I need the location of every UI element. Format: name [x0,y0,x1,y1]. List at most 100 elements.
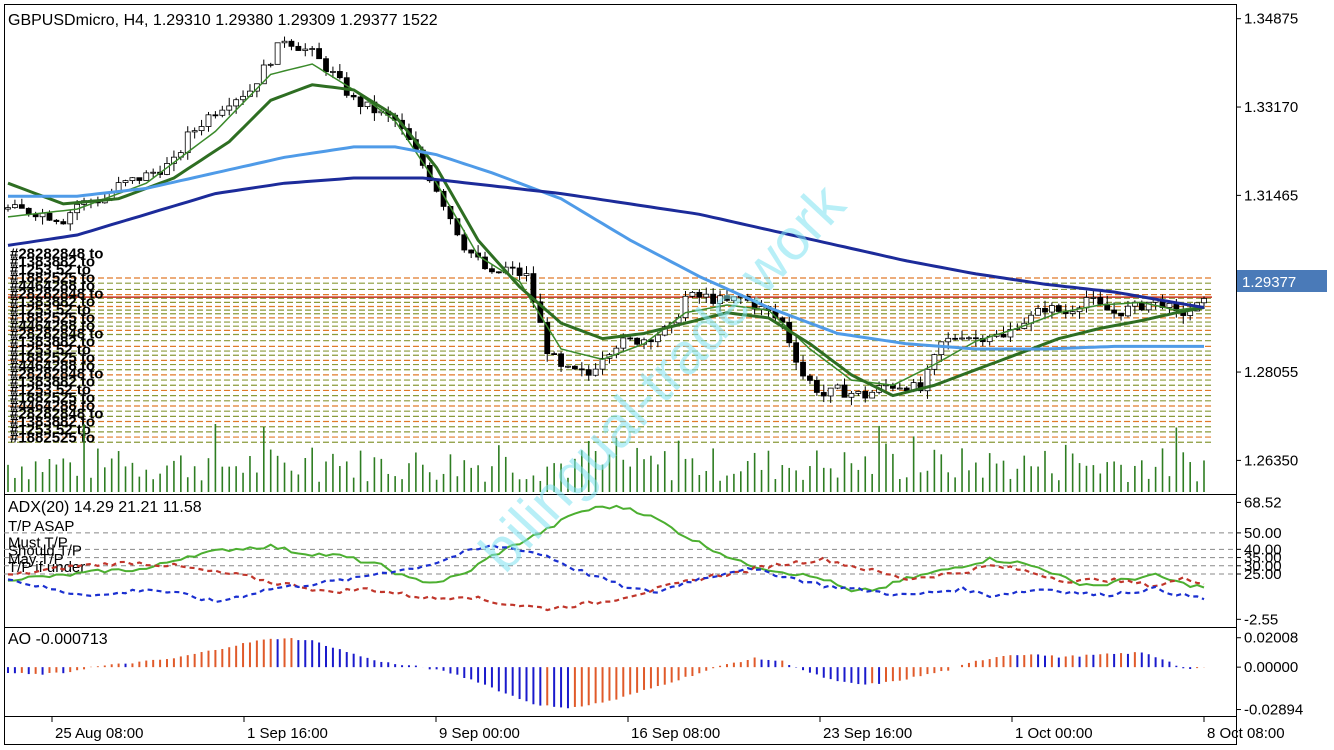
level-label: #1383882 to [10,253,95,270]
candle-bear [516,267,523,276]
level-label: #1882525 to [10,349,95,366]
candle-bear [295,45,302,51]
level-label: #28282848 to [10,285,103,302]
candle-bear [53,219,60,222]
candle-bull [689,291,696,297]
candle-bull [226,105,233,111]
candle-bear [1111,309,1118,314]
candle-bear [972,337,979,340]
candle-bear [495,271,502,274]
level-label: #1882525 to [10,269,95,286]
level-label: #28282848 to [10,245,103,262]
price-tick-label: 1.31465 [1244,187,1298,204]
candle-bull [330,71,336,73]
candle-bear [468,249,475,254]
candle-bear [482,256,488,270]
candle-bull [959,337,965,340]
candle-bull [1083,297,1090,309]
ao-tick-label: 0.00000 [1244,659,1298,676]
candle-bear [46,212,53,221]
candle-bull [1035,308,1041,316]
candle-bear [634,337,641,345]
candle-bear [724,295,730,301]
candle-bull [1090,297,1097,299]
level-label: #28282848 to [10,405,103,422]
adx-pane-title: ADX(20) 14.29 21.21 11.58 [8,499,202,516]
level-label: #28282848 to [10,325,103,342]
level-label: #4464288 to [10,277,95,294]
adx-tick-label: -2.55 [1244,611,1278,628]
candle-bear [696,291,703,298]
level-label: #1383882 to [10,333,95,350]
price-tick-label: 1.34875 [1244,11,1298,28]
level-label: #1882525 to [10,429,95,446]
candle-bull [599,357,606,370]
candle-bull [834,384,841,389]
candle-bear [800,361,806,377]
candle-bull [143,172,150,181]
level-label: #1383882 to [10,373,95,390]
candle-bear [820,392,827,397]
candle-bear [212,114,219,117]
time-tick-label: 1 Sep 16:00 [247,725,328,742]
candle-bear [558,353,564,367]
price-axis: 1.348751.331701.314651.297601.280551.263… [1236,11,1298,469]
candle-bull [1049,305,1055,313]
moving-average-line [7,83,1205,398]
volume-histogram [7,424,1205,492]
candle-bear [952,337,959,340]
candle-bull [682,295,689,319]
adx-tick-label: 50.00 [1244,525,1282,542]
candle-bull [869,391,876,399]
time-tick-label: 1 Oct 00:00 [1015,725,1093,742]
candle-bull [260,64,267,85]
candle-bear [288,40,295,47]
moving-averages [7,63,1205,398]
candle-bear [807,375,813,381]
candle-bull [730,296,737,301]
candle-bull [191,130,198,133]
ao-histogram [7,638,1205,709]
candle-bear [350,94,357,98]
candle-bear [551,353,558,356]
level-label: #1253.52 to [10,341,91,358]
candle-bull [654,334,661,343]
adx-line [7,543,1205,604]
level-label: #4464288 to [10,397,95,414]
time-tick-label: 16 Sep 08:00 [631,725,720,742]
candle-bear [1000,333,1007,338]
adx-level-label: T/P ASAP [8,518,74,535]
candle-bull [592,368,599,376]
candle-bull [896,387,903,390]
candle-bear [841,384,848,398]
candle-bear [136,177,143,181]
adx-tick-label: 25.00 [1244,566,1282,583]
candle-bull [122,180,129,183]
candle-bear [627,337,634,340]
candle-bull [827,387,834,397]
candle-bear [509,266,516,269]
candle-bear [357,96,364,108]
candle-bull [233,99,240,107]
candle-bear [1097,297,1104,305]
adx-tick-label: 35.00 [1244,550,1282,567]
current-price-box [1237,270,1327,292]
level-labels: #28282848 to#1383882 to#1253.52 to#18825… [10,245,103,446]
moving-average-line [7,63,1205,387]
adx-level-label: T/P if under [8,559,85,576]
adx-line [7,556,1205,612]
candle-bull [565,365,571,368]
candle-bull [198,126,205,132]
candle-bull [1145,301,1152,311]
candle-bull [931,354,938,370]
candle-bull [5,207,11,210]
candle-bull [302,48,309,51]
candle-bull [1166,302,1173,308]
candle-bull [620,337,627,349]
time-axis: 25 Aug 08:00 1 Sep 16:00 9 Sep 00:00 16 Sep… [51,716,1285,742]
candle-bear [578,368,585,371]
adx-tick-label: 68.52 [1244,494,1282,511]
adx-line [7,504,1205,593]
level-label: #1253.52 to [10,261,91,278]
